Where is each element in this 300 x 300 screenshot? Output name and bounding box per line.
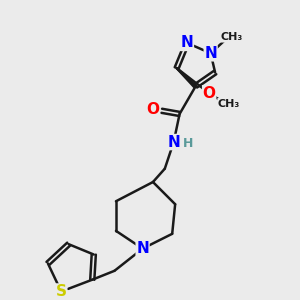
Text: N: N: [136, 241, 149, 256]
Text: N: N: [167, 135, 180, 150]
Text: CH₃: CH₃: [218, 99, 240, 109]
Text: CH₃: CH₃: [220, 32, 242, 42]
Text: O: O: [203, 86, 216, 101]
Text: S: S: [56, 284, 67, 299]
Text: O: O: [146, 102, 160, 117]
Text: N: N: [181, 35, 194, 50]
Text: H: H: [183, 137, 194, 150]
Text: N: N: [204, 46, 217, 61]
